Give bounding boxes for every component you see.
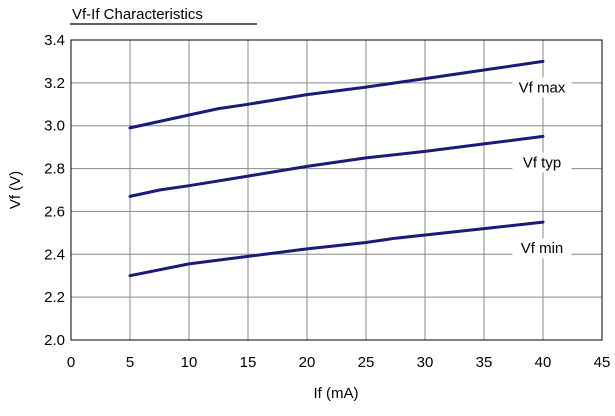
series-line-vf-typ bbox=[128, 134, 545, 198]
series-label-vf-typ: Vf typ bbox=[523, 154, 561, 171]
y-tick-label: 3.2 bbox=[44, 75, 65, 92]
series: Vf max Vf typ Vf min bbox=[128, 59, 572, 278]
y-tick-label: 2.2 bbox=[44, 289, 65, 306]
series-line-vf-min bbox=[128, 220, 545, 278]
tick-labels: 0 5 10 15 20 25 30 35 40 45 2.0 2.2 2.4 2.6 2.8 3.0 3.2 3… bbox=[44, 32, 610, 371]
x-tick-label: 40 bbox=[535, 354, 552, 371]
series-line-vf-max bbox=[128, 59, 545, 130]
x-tick-label: 20 bbox=[299, 354, 316, 371]
y-tick-label: 2.0 bbox=[44, 332, 65, 349]
y-axis-label: Vf (V) bbox=[7, 171, 24, 209]
x-tick-label: 45 bbox=[594, 354, 611, 371]
x-axis-label: If (mA) bbox=[314, 385, 359, 402]
y-tick-label: 3.4 bbox=[44, 32, 65, 49]
plot-frame bbox=[70, 39, 603, 341]
series-label-vf-min: Vf min bbox=[521, 240, 564, 257]
y-tick-label: 2.4 bbox=[44, 246, 65, 263]
y-tick-label: 2.8 bbox=[44, 161, 65, 178]
x-tick-label: 10 bbox=[181, 354, 198, 371]
series-label-bg bbox=[512, 77, 572, 98]
x-tick-label: 15 bbox=[240, 354, 257, 371]
series-label-bg bbox=[512, 238, 572, 259]
y-tick-label: 2.6 bbox=[44, 203, 65, 220]
chart-title: Vf-If Characteristics bbox=[72, 6, 203, 23]
x-tick-label: 0 bbox=[67, 354, 75, 371]
x-tick-label: 5 bbox=[126, 354, 134, 371]
x-tick-label: 35 bbox=[476, 354, 493, 371]
x-tick-label: 25 bbox=[358, 354, 375, 371]
series-label-bg bbox=[512, 152, 572, 173]
series-label-vf-max: Vf max bbox=[519, 79, 566, 96]
x-tick-label: 30 bbox=[417, 354, 434, 371]
y-tick-label: 3.0 bbox=[44, 118, 65, 135]
